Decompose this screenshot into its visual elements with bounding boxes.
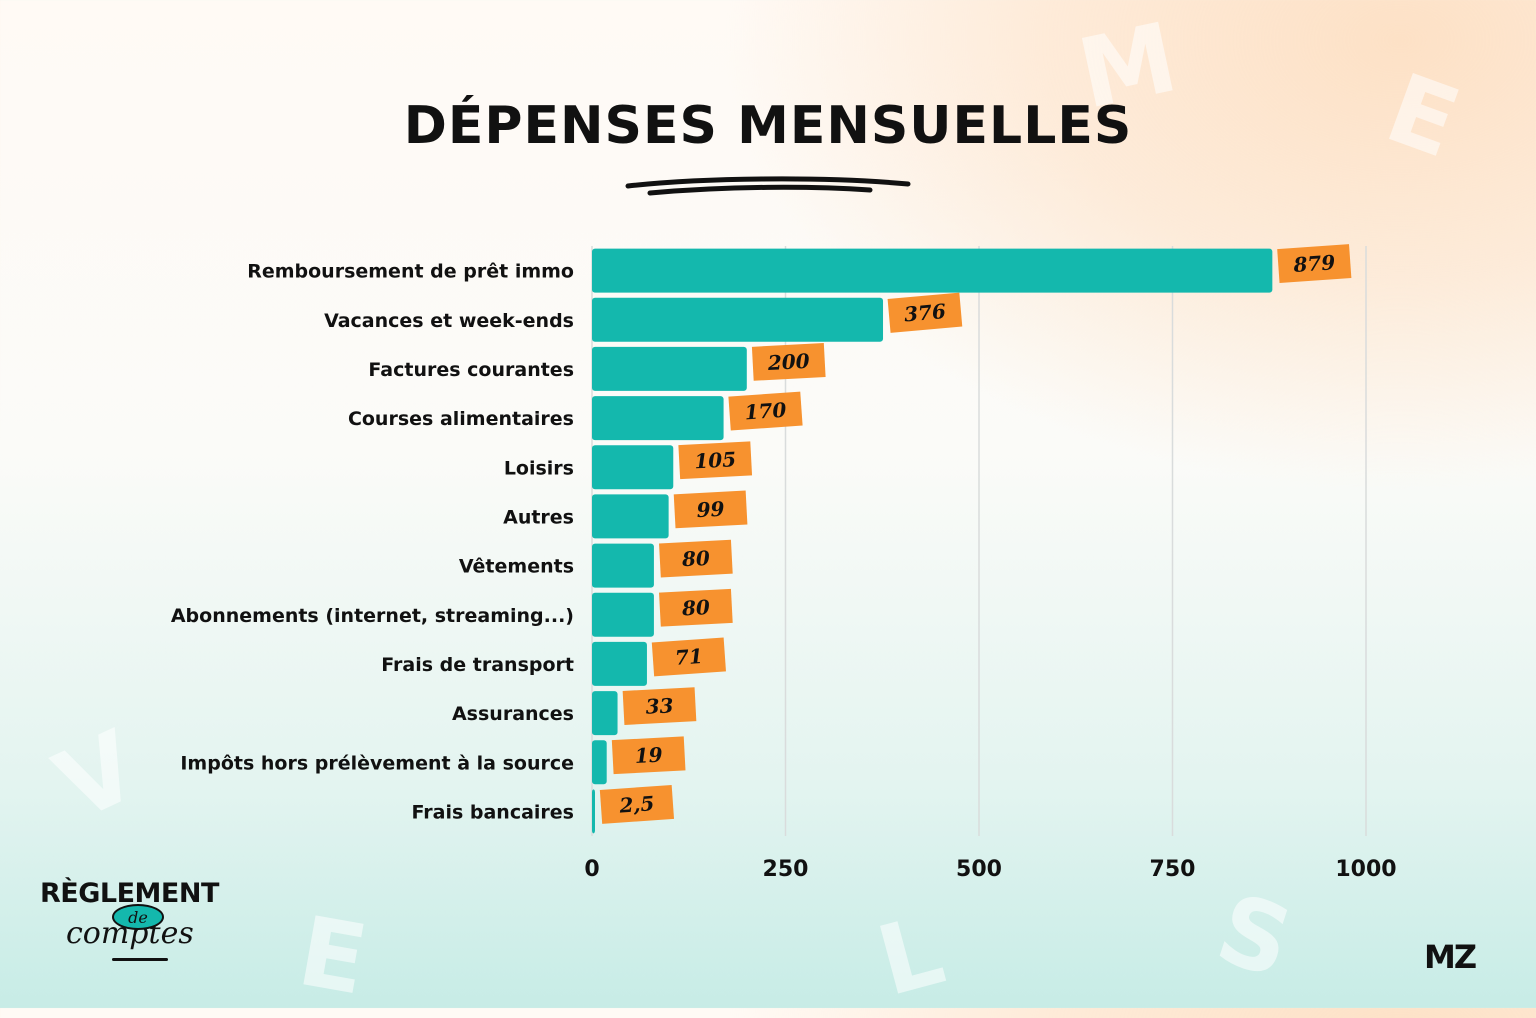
bar: [592, 592, 654, 637]
category-label: Vêtements: [459, 556, 574, 578]
category-label: Abonnements (internet, streaming...): [171, 605, 574, 627]
x-tick-label: 750: [1150, 857, 1196, 882]
value-tag: 105: [678, 441, 753, 480]
brand-logo-underline: [112, 958, 168, 961]
value-tag: 99: [673, 490, 748, 529]
value-tag: 170: [728, 391, 803, 431]
brand-logo: RÈGLEMENT comptes de: [40, 878, 240, 968]
bar: [592, 691, 618, 736]
value-tag-bg: [651, 637, 726, 677]
value-tag: 376: [887, 292, 963, 333]
value-tag-bg: [599, 784, 675, 824]
bar: [592, 789, 595, 834]
bar: [592, 543, 654, 588]
category-label: Factures courantes: [368, 359, 574, 381]
x-tick-label: 1000: [1335, 857, 1396, 882]
page-title: DÉPENSES MENSUELLES: [403, 96, 1133, 156]
category-label: Courses alimentaires: [348, 408, 574, 430]
bar: [592, 445, 674, 490]
value-label: 376: [903, 299, 947, 327]
value-tag: 200: [751, 343, 826, 381]
value-tag-bg: [611, 736, 686, 775]
value-tag: 879: [1277, 244, 1352, 284]
x-tick-label: 500: [956, 857, 1002, 882]
category-label: Remboursement de prêt immo: [247, 261, 574, 283]
value-tag-bg: [659, 539, 733, 578]
title-underline: [625, 176, 911, 196]
category-label: Impôts hors prélèvement à la source: [180, 752, 574, 774]
value-tag: 80: [659, 588, 733, 627]
value-label: 200: [766, 349, 810, 375]
bar: [592, 346, 747, 391]
category-label: Frais bancaires: [411, 801, 574, 823]
value-label: 170: [744, 398, 787, 425]
value-label: 879: [1292, 250, 1336, 277]
value-tag-bg: [659, 588, 733, 627]
x-tick-label: 0: [584, 857, 599, 882]
brand-logo-de: de: [112, 904, 164, 930]
bar: [592, 297, 884, 342]
category-label: Loisirs: [504, 457, 574, 479]
value-tag-bg: [751, 343, 826, 381]
value-tag: 19: [611, 736, 686, 775]
category-label: Frais de transport: [381, 654, 574, 676]
bar: [592, 248, 1273, 293]
value-tag-bg: [1277, 244, 1352, 284]
value-tag: 80: [659, 539, 733, 578]
category-label: Vacances et week-ends: [324, 310, 574, 332]
brand-logo-main: RÈGLEMENT: [40, 878, 219, 909]
bar: [592, 641, 647, 686]
value-tag: 2,5: [599, 784, 675, 824]
bar: [592, 740, 607, 785]
value-label: 80: [680, 595, 710, 620]
value-label: 105: [694, 447, 737, 473]
value-label: 2,5: [618, 791, 655, 817]
value-tag-bg: [622, 687, 697, 725]
value-label: 33: [645, 693, 674, 718]
value-label: 80: [680, 546, 710, 571]
x-tick-label: 250: [763, 857, 809, 882]
category-label: Autres: [503, 506, 574, 528]
value-label: 99: [696, 497, 725, 522]
value-tag-bg: [673, 490, 748, 529]
partner-logo: MZ: [1424, 938, 1477, 976]
category-label: Assurances: [452, 703, 574, 725]
value-tag: 71: [651, 637, 726, 677]
bar: [592, 494, 669, 539]
value-tag-bg: [728, 391, 803, 431]
value-tag: 33: [622, 687, 697, 725]
value-label: 71: [674, 644, 703, 670]
value-label: 19: [634, 743, 663, 768]
value-tag-bg: [678, 441, 753, 480]
bar: [592, 396, 724, 441]
value-tag-bg: [887, 292, 963, 333]
